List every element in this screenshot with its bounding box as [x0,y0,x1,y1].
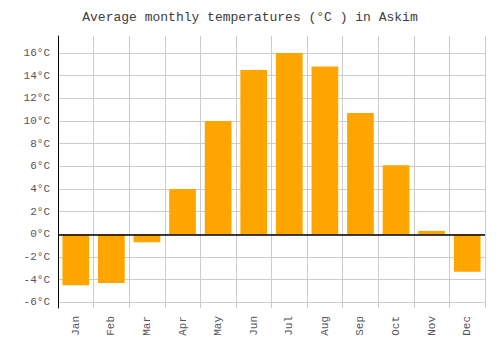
svg-text:-6°C: -6°C [24,296,51,308]
svg-text:Mar: Mar [141,316,153,336]
svg-text:Jul: Jul [283,316,295,336]
svg-text:Dec: Dec [461,316,473,336]
svg-text:Sep: Sep [354,316,366,336]
svg-text:12°C: 12°C [24,92,51,104]
svg-text:10°C: 10°C [24,115,51,127]
svg-text:4°C: 4°C [30,183,50,195]
svg-text:-4°C: -4°C [24,274,51,286]
svg-text:0°C: 0°C [30,228,50,240]
svg-text:Aug: Aug [319,316,331,336]
svg-text:8°C: 8°C [30,138,50,150]
svg-text:Feb: Feb [105,316,117,336]
svg-text:14°C: 14°C [24,70,51,82]
svg-text:Average monthly temperatures (: Average monthly temperatures (°C ) in As… [82,10,418,25]
svg-text:Jan: Jan [70,316,82,336]
svg-text:6°C: 6°C [30,160,50,172]
svg-text:Oct: Oct [390,316,402,336]
svg-text:16°C: 16°C [24,47,51,59]
svg-text:Jun: Jun [248,316,260,336]
svg-text:Nov: Nov [426,316,438,336]
svg-text:May: May [212,316,224,336]
svg-text:2°C: 2°C [30,206,50,218]
svg-text:Apr: Apr [177,316,189,336]
svg-text:-2°C: -2°C [24,251,51,263]
